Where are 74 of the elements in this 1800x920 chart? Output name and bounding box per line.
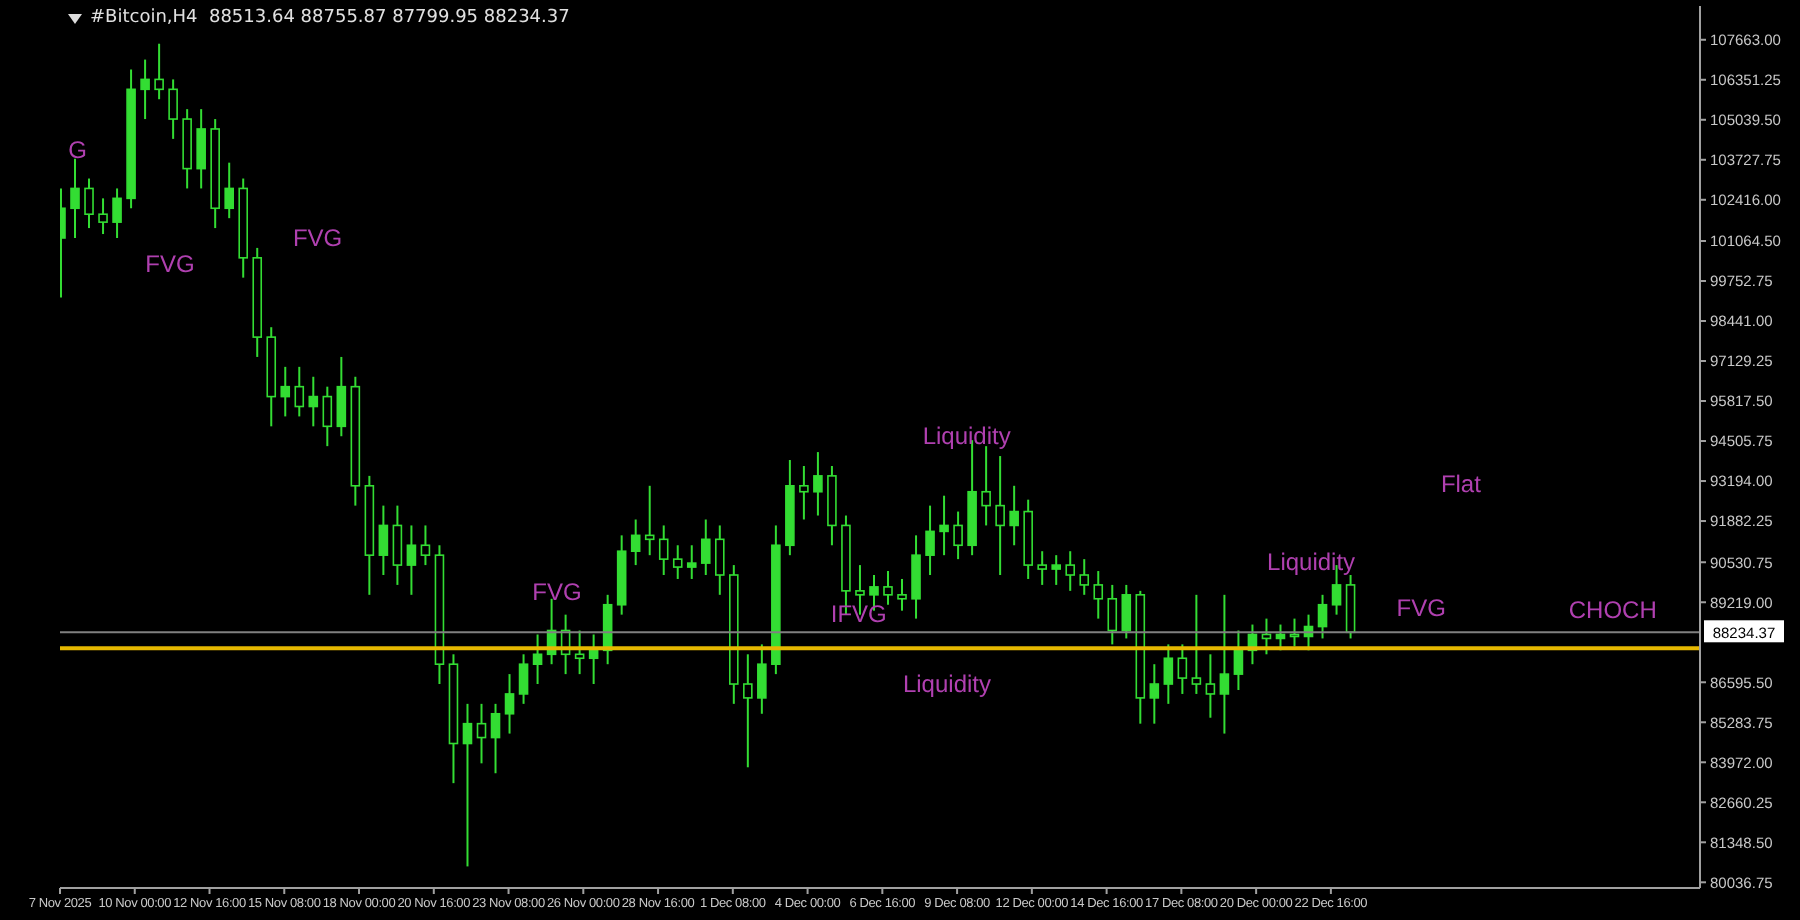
candlestick bbox=[1093, 570, 1104, 620]
candlestick bbox=[714, 524, 725, 596]
candlestick bbox=[743, 653, 753, 769]
candlestick bbox=[883, 570, 893, 606]
candlestick bbox=[532, 633, 543, 686]
candlestick bbox=[1233, 629, 1244, 691]
candlestick bbox=[518, 653, 529, 705]
annotation: FVG bbox=[292, 224, 343, 253]
candlestick bbox=[644, 484, 655, 557]
candlestick bbox=[476, 702, 487, 765]
candlestick bbox=[1177, 643, 1188, 695]
annotation: FVG bbox=[145, 250, 195, 279]
candlestick bbox=[112, 187, 122, 239]
candlestick bbox=[1205, 653, 1216, 719]
candlestick bbox=[154, 42, 164, 101]
candlestick bbox=[1345, 574, 1356, 640]
candlestick bbox=[196, 108, 206, 190]
candlestick bbox=[1163, 643, 1174, 705]
candlestick bbox=[1219, 593, 1230, 735]
candlestick bbox=[336, 355, 347, 438]
candlestick bbox=[630, 518, 641, 567]
candlestick bbox=[1107, 583, 1118, 646]
candlestick bbox=[939, 494, 949, 557]
candlestick bbox=[1121, 583, 1132, 640]
candlestick bbox=[672, 544, 683, 580]
candlestick bbox=[1051, 554, 1062, 586]
candlestick bbox=[925, 504, 935, 576]
candlestick bbox=[462, 702, 473, 868]
candlestick bbox=[406, 524, 417, 596]
candlestick bbox=[757, 643, 767, 715]
annotation: Liquidity bbox=[902, 669, 991, 698]
candlestick bbox=[1079, 558, 1090, 596]
candlestick bbox=[658, 524, 669, 576]
annotation: FVG bbox=[1396, 594, 1446, 623]
candlestick bbox=[953, 510, 963, 561]
candlestick bbox=[1149, 663, 1160, 725]
candlestick bbox=[98, 197, 108, 236]
candlestick bbox=[70, 157, 80, 239]
candlestick bbox=[813, 451, 823, 517]
annotation: G bbox=[68, 136, 87, 165]
candlestick bbox=[392, 504, 403, 586]
candlestick bbox=[686, 544, 697, 580]
candlestick bbox=[574, 629, 585, 676]
annotation: Flat bbox=[1440, 469, 1481, 498]
candlestick bbox=[504, 673, 515, 735]
candlestick bbox=[294, 365, 305, 418]
candlestick bbox=[588, 633, 599, 686]
candlestick bbox=[897, 577, 907, 612]
annotation: Liquidity bbox=[922, 422, 1011, 451]
candlestick bbox=[378, 504, 389, 576]
candlestick bbox=[84, 177, 94, 230]
annotation: FVG bbox=[532, 577, 582, 606]
candlestick bbox=[308, 375, 319, 428]
candlestick bbox=[799, 464, 809, 521]
chart-title: #Bitcoin,H4 88513.64 88755.87 87799.95 88234.37 bbox=[90, 8, 570, 28]
candlestick bbox=[140, 58, 150, 121]
candlestick bbox=[224, 161, 234, 220]
candlestick bbox=[420, 524, 431, 567]
annotation: Liquidity bbox=[1267, 548, 1356, 577]
candlestick bbox=[981, 445, 991, 527]
annotation: CHOCH bbox=[1568, 596, 1657, 625]
candlestick bbox=[280, 365, 291, 418]
candlestick bbox=[490, 702, 501, 775]
candlestick bbox=[1009, 484, 1019, 547]
candlestick bbox=[995, 455, 1005, 576]
candlestick bbox=[911, 534, 921, 620]
candlestick bbox=[1037, 550, 1047, 586]
candlestick bbox=[168, 78, 178, 140]
candlestick bbox=[1191, 593, 1202, 695]
candlestick bbox=[1065, 550, 1076, 592]
candlestick bbox=[1317, 593, 1328, 640]
candlestick bbox=[322, 385, 333, 448]
annotation: IFVG bbox=[830, 599, 887, 628]
candlestick bbox=[700, 518, 711, 576]
